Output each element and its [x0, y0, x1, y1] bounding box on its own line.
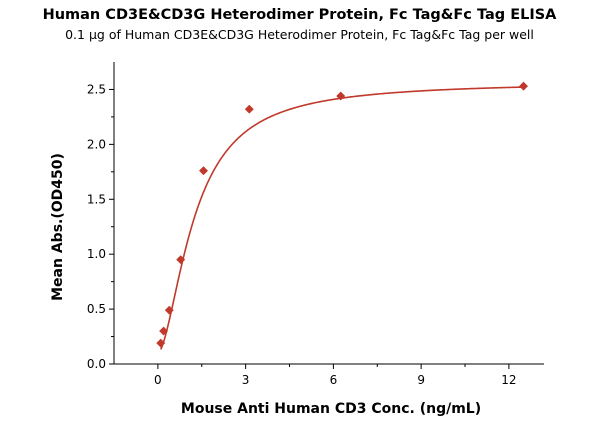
x-tick-label: 9: [417, 373, 425, 387]
y-tick-label: 0.5: [87, 302, 106, 316]
y-tick-label: 2.5: [87, 82, 106, 96]
x-axis-title: Mouse Anti Human CD3 Conc. (ng/mL): [181, 401, 481, 417]
data-point: [176, 255, 186, 265]
axes: 0.0 0.5 1.0 1.5 2.0 2.5 0 3 6 9 12: [87, 62, 544, 387]
chart-title: Human CD3E&CD3G Heterodimer Protein, Fc …: [42, 7, 557, 23]
x-tick-label: 6: [330, 373, 338, 387]
data-point: [156, 338, 166, 348]
data-point: [164, 305, 174, 315]
x-tick-label: 0: [154, 373, 162, 387]
data-point: [159, 326, 169, 336]
data-point: [336, 91, 346, 101]
data-point: [198, 166, 209, 176]
chart-subtitle: 0.1 µg of Human CD3E&CD3G Heterodimer Pr…: [65, 27, 534, 42]
fit-curve-group: [160, 86, 524, 350]
data-point: [244, 104, 254, 114]
fit-curve: [160, 86, 524, 350]
y-axis-title: Mean Abs.(OD450): [50, 153, 66, 301]
y-tick-label: 1.5: [87, 192, 106, 206]
data-points: [156, 81, 529, 348]
data-point: [518, 81, 529, 91]
y-tick-label: 1.0: [87, 247, 106, 261]
y-tick-label: 0.0: [87, 357, 106, 371]
x-tick-label: 3: [242, 373, 250, 387]
x-tick-label: 12: [501, 373, 516, 387]
y-tick-label: 2.0: [87, 137, 106, 151]
